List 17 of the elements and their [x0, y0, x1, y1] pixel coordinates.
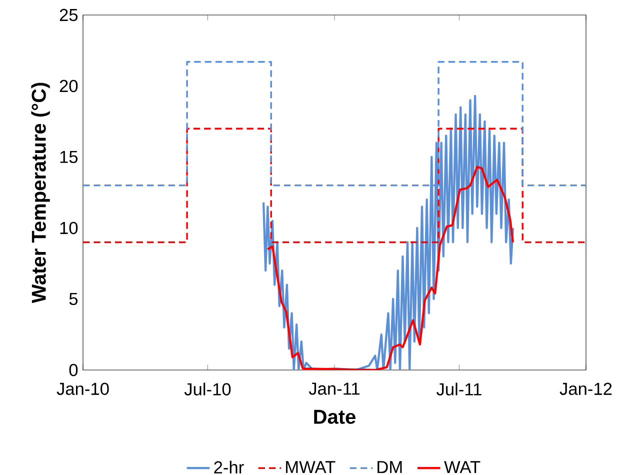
y-tick-label: 25: [60, 8, 78, 22]
x-tick-label: Jan-12: [560, 382, 612, 395]
y-axis-title: Water Temperature (°C): [31, 82, 50, 304]
legend-label: DM: [378, 461, 402, 474]
y-tick-label: 0: [69, 364, 78, 376]
y-tick-label: 5: [69, 292, 78, 306]
legend-label: WAT: [444, 461, 480, 474]
x-tick-label: Jan-10: [56, 382, 109, 395]
x-tick-label: Jul-11: [436, 382, 482, 396]
x-axis-title: Date: [314, 410, 356, 424]
y-tick-label: 10: [60, 222, 78, 234]
y-tick-label: 20: [60, 80, 78, 92]
legend-label: 2-hr: [214, 460, 244, 474]
x-tick-label: Jul-10: [184, 382, 231, 396]
legend-label: MWAT: [286, 461, 336, 474]
y-tick-label: 15: [60, 150, 78, 164]
x-tick-label: Jan-11: [308, 382, 360, 395]
